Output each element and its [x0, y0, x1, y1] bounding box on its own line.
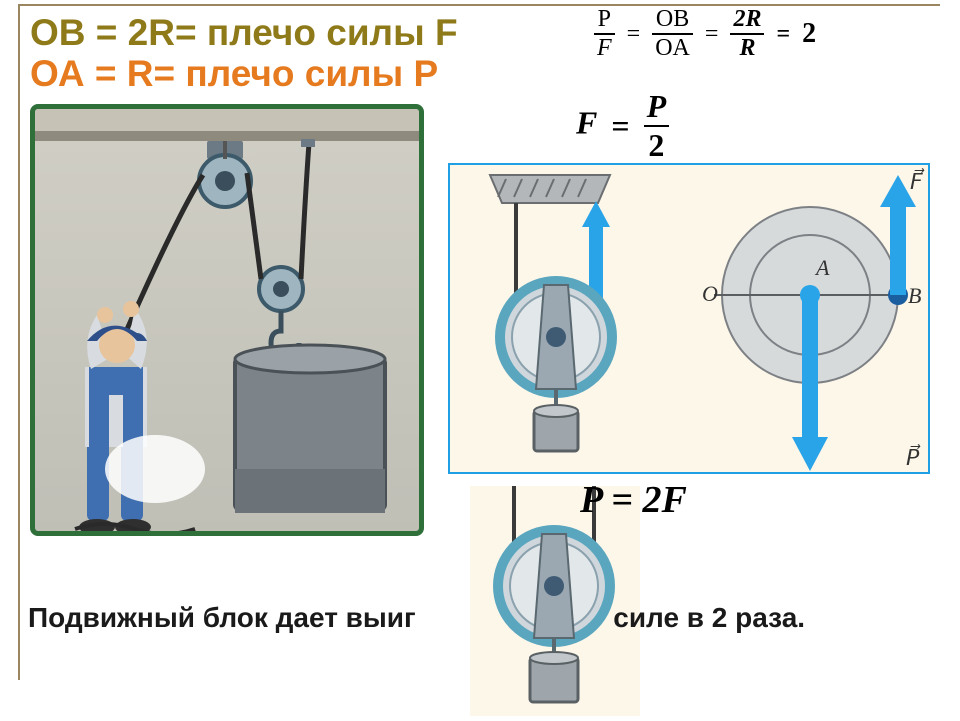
label-A: A [814, 255, 830, 280]
formula-ratio: P F = OB OA = 2R R = 2 [594, 6, 816, 62]
label-B: B [908, 283, 921, 308]
frac-P-over-F: P F [594, 6, 615, 62]
caption-right: силе в 2 раза. [613, 602, 805, 633]
equals-1: = [621, 21, 647, 48]
equals-mid: = [605, 108, 635, 145]
heading-line1: ОВ = 2R= плечо силы F [30, 12, 458, 53]
label-Pvec: P⃗ [906, 444, 921, 470]
label-Fvec: F⃗ [910, 168, 925, 194]
illustration-worker-pulley [30, 104, 424, 536]
worker-pulley-svg [35, 109, 424, 536]
slide-heading: ОВ = 2R= плечо силы F ОА = R= плечо силы… [30, 12, 458, 95]
frac-P-over-2: P 2 [644, 88, 670, 164]
ratio-result: 2 [802, 18, 816, 49]
equals-3: = [770, 21, 796, 48]
formula-lhs: F [576, 104, 597, 140]
caption-left: Подвижный блок дает выиг [28, 602, 416, 633]
formula-F-eq-P2: F = P 2 [576, 88, 669, 164]
frac-OB-over-OA: OB OA [652, 6, 693, 62]
illustration-diagram-box: O A B F⃗ P⃗ [448, 163, 930, 474]
formula-P-eq-2F: P = 2F [580, 478, 687, 522]
heading-line2: ОА = R= плечо силы P [30, 53, 458, 94]
frac-2R-over-R: 2R R [730, 6, 764, 62]
diagram-svg: O A B F⃗ P⃗ [450, 165, 932, 476]
equals-2: = [699, 21, 725, 48]
caption: Подвижный блок дает выиг силе в 2 раза. [28, 602, 805, 634]
label-O: O [702, 281, 718, 306]
